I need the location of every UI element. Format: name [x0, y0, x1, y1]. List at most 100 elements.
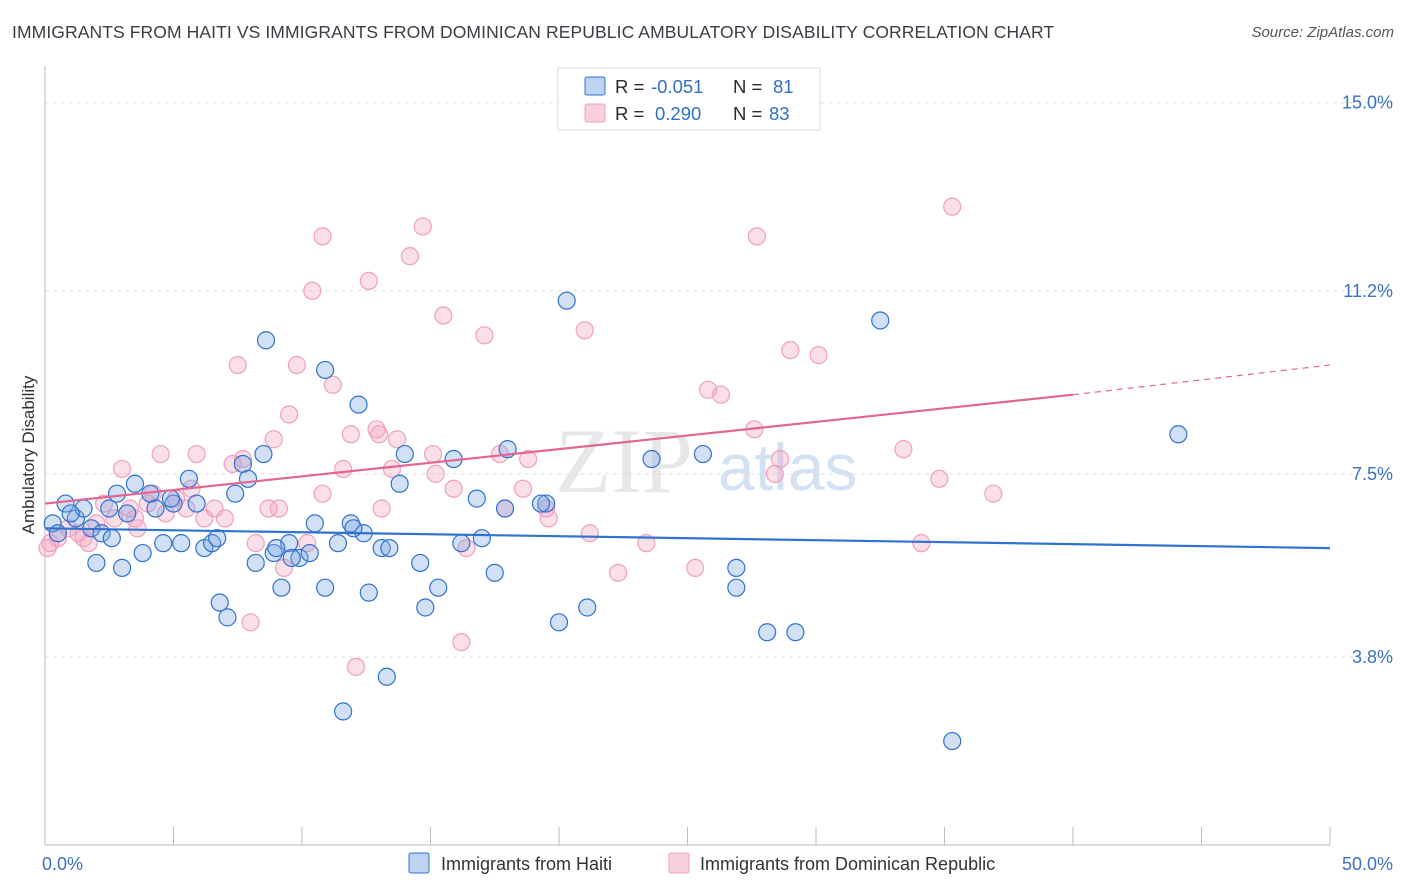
haiti-point — [272, 578, 291, 597]
haiti-point — [87, 553, 106, 573]
haiti-point — [390, 474, 409, 493]
legend-swatch-dr — [584, 103, 606, 123]
haiti-point — [557, 291, 576, 310]
haiti-point — [531, 494, 551, 513]
haiti-point — [411, 553, 430, 573]
dr-point — [711, 385, 731, 404]
haiti-point — [871, 311, 890, 330]
dr-point — [223, 454, 242, 474]
haiti-point — [429, 578, 448, 597]
haiti-point — [254, 444, 273, 464]
y-axis-title: Ambulatory Disability — [19, 375, 38, 534]
dr-point — [228, 355, 247, 375]
dr-point — [246, 534, 265, 553]
dr-point — [313, 227, 332, 246]
watermark-atlas: atlas — [718, 430, 857, 504]
dr-point — [280, 405, 299, 424]
haiti-point — [125, 474, 145, 493]
dr-point — [334, 459, 353, 479]
haiti-point — [118, 504, 137, 523]
dr-point — [87, 514, 106, 533]
watermark: ZIP atlas — [555, 410, 857, 512]
y-tick-label: 15.0% — [1342, 93, 1393, 113]
dr-trend-line — [44, 393, 1074, 505]
haiti-point — [549, 613, 569, 632]
haiti-point — [416, 598, 435, 617]
dr-point — [112, 459, 132, 479]
dr-point — [770, 449, 790, 469]
haiti-point — [226, 484, 245, 503]
haiti-point — [316, 578, 335, 597]
dr-point — [303, 281, 322, 300]
dr-point — [38, 538, 57, 558]
haiti-point — [727, 558, 746, 577]
haiti-point — [56, 494, 75, 513]
haiti-point — [372, 538, 391, 558]
bottom-legend-label-dr: Immigrants from Dominican Republic — [700, 854, 995, 874]
dr-point — [747, 227, 766, 246]
dominican-republic-points — [38, 197, 1003, 676]
dr-point — [475, 326, 494, 345]
haiti-point — [341, 514, 360, 533]
correlation-legend: R = -0.051 N = 81 R = 0.290 N = 83 — [557, 67, 821, 131]
dr-point — [930, 469, 949, 488]
bottom-legend-swatch-haiti — [408, 852, 430, 874]
haiti-point — [727, 578, 746, 597]
dr-point — [686, 558, 705, 577]
haiti-point — [154, 534, 173, 553]
haiti-point — [359, 583, 378, 602]
source-credit: Source: ZipAtlas.com — [1251, 24, 1394, 41]
dr-point — [79, 534, 98, 553]
dr-point — [313, 484, 332, 503]
y-tick-label: 3.8% — [1352, 647, 1393, 667]
dr-point — [452, 633, 471, 652]
haiti-point — [187, 494, 206, 513]
dr-point — [519, 449, 538, 469]
haiti-point — [267, 538, 286, 558]
legend-r-value-dr: 0.290 — [655, 103, 701, 124]
dr-point — [894, 440, 913, 459]
haiti-point — [300, 543, 319, 563]
haiti-points — [43, 291, 1188, 751]
haiti-point — [66, 509, 85, 528]
dr-point — [367, 420, 386, 439]
dr-point — [341, 425, 360, 444]
haiti-point — [102, 529, 121, 548]
legend-r-value-haiti: -0.051 — [651, 76, 703, 97]
haiti-point — [61, 504, 80, 523]
haiti-point — [305, 514, 324, 533]
legend-n-value-haiti: 81 — [773, 76, 794, 97]
dr-point — [943, 197, 962, 216]
haiti-point — [107, 484, 127, 503]
haiti-point — [334, 702, 353, 721]
dr-point — [637, 534, 656, 553]
haiti-point — [328, 534, 348, 553]
dr-point — [215, 509, 234, 528]
dr-point — [413, 217, 432, 236]
dr-point — [359, 271, 378, 290]
haiti-point — [758, 623, 777, 642]
dr-point — [444, 479, 463, 498]
haiti-point — [208, 529, 227, 548]
dr-point — [287, 355, 306, 375]
dr-point — [426, 464, 445, 483]
haiti-point — [344, 519, 363, 538]
bottom-legend-label-haiti: Immigrants from Haiti — [441, 854, 612, 874]
haiti-point — [495, 499, 515, 518]
gridlines: 3.8% 7.5% 11.2% 15.0% — [45, 93, 1393, 667]
haiti-point — [316, 360, 335, 380]
haiti-point — [693, 444, 713, 464]
dr-point — [809, 346, 828, 365]
haiti-point — [472, 529, 491, 548]
haiti-point — [786, 623, 805, 642]
dr-point — [323, 375, 342, 394]
haiti-point — [164, 494, 183, 513]
bottom-legend-swatch-dr — [668, 852, 690, 874]
dr-point — [457, 538, 476, 558]
y-tick-label: 7.5% — [1352, 464, 1393, 484]
haiti-point — [218, 608, 237, 627]
haiti-point — [537, 494, 556, 513]
axes: 0.0% 50.0% — [42, 66, 1393, 874]
haiti-point — [485, 563, 504, 582]
